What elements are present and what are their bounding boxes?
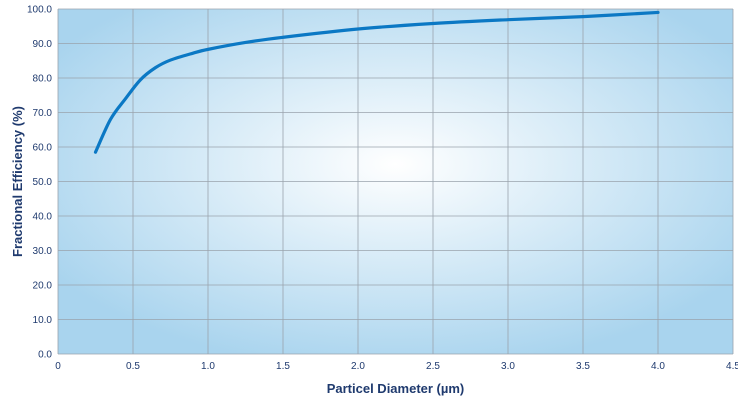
y-tick-label: 100.0 bbox=[27, 5, 52, 16]
y-axis-title: Fractional Efficiency (%) bbox=[10, 106, 25, 257]
x-axis-ticks: 0 0.5 1.0 1.5 2.0 2.5 3.0 3.5 4.0 4.5 bbox=[55, 361, 738, 372]
y-tick-label: 40.0 bbox=[33, 212, 53, 223]
y-axis-ticks: 0.0 10.0 20.0 30.0 40.0 50.0 60.0 70.0 80.0 90.0 1… bbox=[27, 5, 52, 361]
grid-lines bbox=[57, 8, 734, 355]
x-tick-label: 4.0 bbox=[651, 361, 665, 372]
x-tick-label: 1.0 bbox=[201, 361, 215, 372]
x-axis-title: Particel Diameter (µm) bbox=[327, 381, 465, 396]
y-tick-label: 80.0 bbox=[33, 74, 53, 85]
y-tick-label: 70.0 bbox=[33, 108, 53, 119]
y-tick-label: 20.0 bbox=[33, 281, 53, 292]
x-tick-label: 2.5 bbox=[426, 361, 440, 372]
x-tick-label: 3.0 bbox=[501, 361, 515, 372]
y-tick-label: 90.0 bbox=[33, 39, 53, 50]
x-tick-label: 4.5 bbox=[726, 361, 738, 372]
x-tick-label: 2.0 bbox=[351, 361, 365, 372]
efficiency-curve bbox=[93, 10, 660, 154]
y-tick-label: 30.0 bbox=[33, 246, 53, 257]
y-tick-label: 60.0 bbox=[33, 143, 53, 154]
y-tick-label: 0.0 bbox=[38, 350, 52, 361]
x-tick-label: 1.5 bbox=[276, 361, 290, 372]
x-tick-label: 0 bbox=[55, 361, 61, 372]
x-tick-label: 0.5 bbox=[126, 361, 140, 372]
y-tick-label: 50.0 bbox=[33, 177, 53, 188]
x-tick-label: 3.5 bbox=[576, 361, 590, 372]
y-tick-label: 10.0 bbox=[33, 315, 53, 326]
